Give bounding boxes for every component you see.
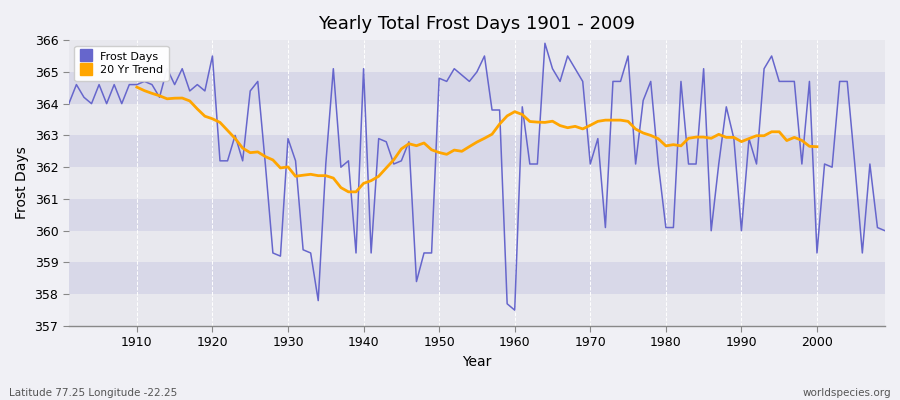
20 Yr Trend (305, 172, 316, 177)
Frost Days (63, 101, 74, 106)
Legend: Frost Days, 20 Yr Trend: Frost Days, 20 Yr Trend (75, 46, 168, 81)
Frost Days (517, 104, 527, 109)
Y-axis label: Frost Days: Frost Days (15, 147, 29, 220)
20 Yr Trend (804, 144, 814, 149)
Line: Frost Days: Frost Days (68, 43, 885, 310)
Bar (68, 104, 885, 136)
Frost Days (124, 82, 135, 87)
Title: Yearly Total Frost Days 1901 - 2009: Yearly Total Frost Days 1901 - 2009 (319, 15, 635, 33)
20 Yr Trend (214, 120, 225, 125)
Frost Days (509, 308, 520, 312)
Frost Days (879, 228, 890, 233)
Bar (68, 262, 885, 294)
20 Yr Trend (131, 85, 142, 90)
X-axis label: Year: Year (463, 355, 491, 369)
Line: 20 Yr Trend: 20 Yr Trend (137, 87, 817, 192)
Frost Days (290, 158, 301, 163)
Bar (68, 231, 885, 262)
Frost Days (336, 165, 346, 170)
Text: Latitude 77.25 Longitude -22.25: Latitude 77.25 Longitude -22.25 (9, 388, 177, 398)
Text: worldspecies.org: worldspecies.org (803, 388, 891, 398)
Bar (68, 136, 885, 167)
Frost Days (539, 41, 550, 46)
20 Yr Trend (714, 132, 724, 137)
Bar (68, 40, 885, 72)
Frost Days (615, 79, 626, 84)
20 Yr Trend (343, 190, 354, 194)
20 Yr Trend (290, 174, 301, 179)
Bar (68, 199, 885, 231)
Bar (68, 294, 885, 326)
Frost Days (502, 301, 513, 306)
Bar (68, 72, 885, 104)
20 Yr Trend (796, 138, 807, 143)
20 Yr Trend (812, 144, 823, 149)
Bar (68, 167, 885, 199)
